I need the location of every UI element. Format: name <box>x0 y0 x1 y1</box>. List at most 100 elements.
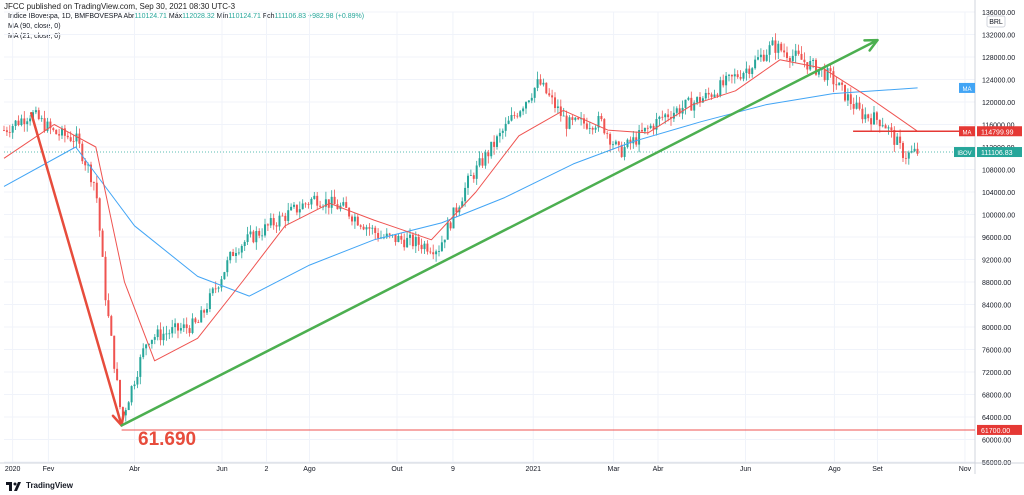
candle-body <box>475 165 478 179</box>
candle-body <box>498 132 501 137</box>
y-tick-label: 104000.00 <box>982 190 1015 197</box>
candle-body <box>258 230 261 236</box>
candle-body <box>374 227 377 233</box>
candle-body <box>287 210 290 221</box>
candle-body <box>768 45 771 55</box>
candle-body <box>472 175 475 179</box>
candle-body <box>432 252 435 255</box>
y-tick-label: 76000.00 <box>982 348 1011 355</box>
candle-body <box>440 242 443 252</box>
candle-body <box>293 204 295 207</box>
y-tick-label: 60000.00 <box>982 438 1011 445</box>
candle-body <box>127 402 130 411</box>
ma90-legend[interactable]: MA (90, close, 0) <box>8 23 61 30</box>
candle-body <box>191 318 194 333</box>
candle-body <box>116 368 119 381</box>
candle-body <box>577 117 580 120</box>
x-tick-label: Nov <box>959 466 972 473</box>
x-tick-label: Abr <box>653 466 665 473</box>
candle-body <box>229 252 232 261</box>
candle-body <box>414 236 417 247</box>
y-tick-label: 116000.00 <box>982 123 1015 130</box>
candle-body <box>800 53 803 60</box>
price-chart[interactable]: 136000.00 132000.00 128000.00 124000.00 1200… <box>0 0 1024 478</box>
x-tick-label: Fev <box>43 466 55 473</box>
candle-body <box>852 103 855 109</box>
candle-body <box>603 119 606 134</box>
candle-body <box>649 125 652 129</box>
candle-body <box>916 148 919 154</box>
candle-body <box>556 106 559 108</box>
candle-body <box>806 62 809 70</box>
candle-body <box>516 115 519 117</box>
candle-body <box>754 59 757 69</box>
candle-body <box>812 59 815 62</box>
candle-body <box>559 106 562 116</box>
y-tick-label: 124000.00 <box>982 78 1015 85</box>
candle-body <box>446 222 449 240</box>
candle-body <box>745 68 748 74</box>
candle-body <box>623 147 626 157</box>
candle-body <box>400 235 403 240</box>
candle-body <box>159 329 162 341</box>
candle-body <box>791 55 794 62</box>
candle-body <box>620 144 623 157</box>
candle-body <box>284 215 287 221</box>
high-label: Máx <box>168 13 183 20</box>
y-tick-label: 108000.00 <box>982 168 1015 175</box>
candle-body <box>423 243 426 250</box>
candle-body <box>98 198 101 231</box>
candle-body <box>208 293 211 310</box>
candle-body <box>194 318 197 323</box>
y-tick-label: 136000.00 <box>982 10 1015 17</box>
candle-body <box>206 309 208 313</box>
candle-body <box>884 125 887 129</box>
candle-body <box>693 102 696 111</box>
candle-body <box>438 251 440 252</box>
candle-body <box>113 335 116 369</box>
ma21-legend[interactable]: MA (21, close, 0) <box>8 33 61 40</box>
crash-arrow <box>30 112 123 427</box>
candle-body <box>145 344 148 349</box>
candle-body <box>429 251 432 253</box>
candle-body <box>66 135 69 138</box>
candle-body <box>104 256 107 301</box>
candle-body <box>281 215 284 217</box>
candle-body <box>409 234 411 238</box>
ma90-line <box>3 87 918 297</box>
candle-body <box>733 74 736 77</box>
candle-body <box>269 218 272 226</box>
candle-body <box>762 54 765 61</box>
candle-body <box>388 233 391 235</box>
candle-body <box>150 339 153 344</box>
x-tick-label: Set <box>872 466 883 473</box>
support-price-badge-bg <box>977 424 1022 435</box>
candle-body <box>583 118 585 124</box>
candle-body <box>881 125 884 127</box>
candle-body <box>527 100 530 103</box>
low-annotation: 61.690 <box>138 429 196 450</box>
candle-body <box>252 231 255 243</box>
candle-body <box>319 205 322 207</box>
candle-body <box>725 75 728 86</box>
candle-body <box>121 407 124 416</box>
candle-body <box>58 134 61 136</box>
candle-body <box>371 227 374 229</box>
candle-body <box>704 92 707 99</box>
candle-body <box>736 74 739 78</box>
candle-body <box>893 130 896 145</box>
y-tick-label: 132000.00 <box>982 33 1015 40</box>
candle-body <box>394 234 397 243</box>
uptrend-arrow <box>120 38 879 427</box>
candle-body <box>75 133 78 142</box>
candle-body <box>710 94 713 97</box>
x-tick-label: Ago <box>828 466 841 473</box>
candle-body <box>177 323 179 331</box>
candle-body <box>510 115 513 121</box>
candle-body <box>910 151 913 153</box>
candle-body <box>696 97 699 103</box>
candle-body <box>855 102 858 109</box>
candle-body <box>858 102 861 109</box>
candle-body <box>362 226 365 230</box>
candle-body <box>591 127 594 130</box>
